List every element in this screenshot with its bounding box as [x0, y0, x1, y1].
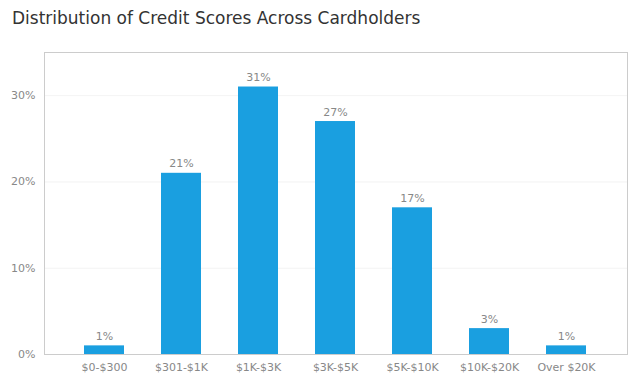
html-text:Distribution of Credit Scores: Distribution of Credit Scores Across Car… [12, 8, 421, 28]
svg-text:$3K-$5K: $3K-$5K [313, 361, 359, 374]
svg-text:$0-$300: $0-$300 [82, 361, 128, 374]
svg-text:$10K-$20K: $10K-$20K [460, 361, 520, 374]
svg-text:17%: 17% [400, 192, 424, 205]
svg-text:30%: 30% [11, 89, 35, 102]
svg-text:Over $20K: Over $20K [537, 361, 596, 374]
svg-text:20%: 20% [11, 175, 35, 188]
svg-text:10%: 10% [11, 262, 35, 275]
svg-text:27%: 27% [323, 106, 347, 119]
svg-text:$301-$1K: $301-$1K [155, 361, 209, 374]
svg-text:31%: 31% [246, 71, 270, 84]
svg-text:1%: 1% [558, 330, 575, 343]
svg-text:21%: 21% [169, 157, 193, 170]
svg-text:$5K-$10K: $5K-$10K [386, 361, 439, 374]
svg-text:0%: 0% [18, 348, 35, 361]
svg-text:1%: 1% [96, 330, 113, 343]
svg-text:$1K-$3K: $1K-$3K [236, 361, 282, 374]
svg-text:3%: 3% [481, 313, 498, 326]
